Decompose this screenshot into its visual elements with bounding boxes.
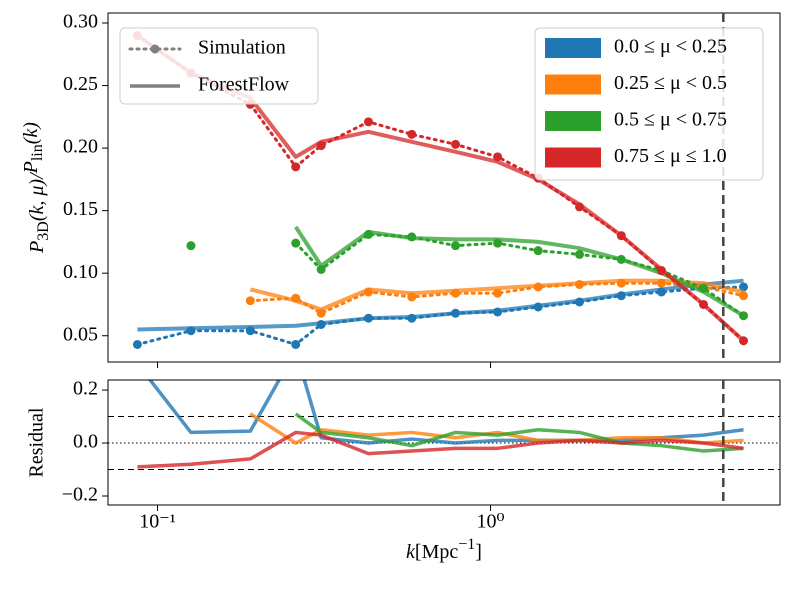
simulation-point [616,291,626,301]
legend-label: Simulation [198,37,286,59]
y-tick-label: −0.2 [62,484,98,506]
simulation-point [698,283,708,293]
main-plot [132,31,749,349]
simulation-point [316,308,326,318]
residual-line [249,412,744,445]
simulation-point [493,152,503,162]
label-part: k [406,541,416,563]
y-axis-label: P3D(k, μ)/Plin(k) [20,122,52,254]
legend-sample [150,44,160,54]
label-part: (k, μ)/ [26,171,48,221]
label-part: P [26,241,48,254]
simulation-point [493,288,503,298]
simulation-point [739,311,749,321]
simulation-point [186,326,196,336]
simulation-point [363,117,373,127]
y-tick-label: 0.30 [63,11,98,33]
y-tick-label: 0.2 [73,378,98,400]
simulation-line [294,232,746,318]
simulation-point [739,336,749,346]
x-axis-label: k[Mpc−1] [406,536,482,563]
legend-label: 0.25 ≤ μ < 0.5 [614,72,727,94]
label-part: P [20,161,42,174]
forestflow-line [137,278,744,332]
residual-line [294,412,744,453]
simulation-point [451,139,461,149]
simulation-point [575,249,585,259]
simulation-point [575,297,585,307]
simulation-point [451,241,461,251]
legend-patch [545,38,601,58]
simulation-point [407,292,417,302]
legend-box [534,27,764,181]
label-part: ] [475,541,482,563]
axes-frame [107,12,781,363]
x-tick-label: 10⁻¹ [139,511,176,533]
simulation-point [656,278,666,288]
simulation-point [616,278,626,288]
legend-label: 0.75 ≤ μ ≤ 1.0 [614,145,727,167]
residual-line [147,380,744,445]
simulation-point [291,238,301,248]
simulation-point [363,287,373,297]
legend-label: ForestFlow [198,74,290,96]
legend-patch [545,111,601,131]
simulation-point [616,231,626,241]
forestflow-line [294,225,745,318]
simulation-point [493,307,503,317]
simulation-point [656,287,666,297]
simulation-point [739,282,749,292]
label-part: (k) [20,122,42,145]
superscript: −1 [458,536,475,553]
y-tick-label: 0.05 [63,323,98,345]
simulation-point [291,339,301,349]
simulation-point [316,319,326,329]
simulation-point [533,246,543,256]
simulation-line [135,285,746,347]
simulation-point [132,339,142,349]
legend-label: 0.0 ≤ μ < 0.25 [614,36,727,58]
axes-frame [107,379,781,506]
simulation-point [186,241,196,251]
legend-patch [545,147,601,168]
simulation-point [291,293,301,303]
simulation-point [533,282,543,292]
subscript: lin [29,144,46,161]
simulation-point [407,232,417,242]
simulation-point [616,254,626,264]
y-tick-label: 0.10 [63,261,98,283]
legend-label: 0.5 ≤ μ < 0.75 [614,109,727,131]
y-tick-label: 0.15 [63,198,98,220]
simulation-point [316,264,326,274]
simulation-point [407,313,417,323]
simulation-point [493,238,503,248]
simulation-point [316,141,326,151]
simulation-point [291,162,301,172]
simulation-point [245,296,255,306]
x-tick-label: 10⁰ [477,511,505,533]
residual-line [137,430,744,469]
residual-plot [108,380,780,471]
label-part: [Mpc [415,541,458,563]
simulation-point [407,129,417,139]
simulation-point [363,313,373,323]
y-axis-label: Residual [26,407,48,477]
y-tick-label: 0.20 [63,136,98,158]
legend-patch [545,74,601,95]
y-tick-label: 0.25 [63,73,98,95]
simulation-point [698,299,708,309]
simulation-point [575,279,585,289]
simulation-point [451,308,461,318]
subscript: 3D [35,221,52,241]
simulation-point [245,326,255,336]
simulation-point [739,291,749,301]
simulation-point [451,288,461,298]
simulation-point [575,202,585,212]
simulation-point [533,302,543,312]
simulation-point [363,229,373,239]
y-tick-label: 0.0 [73,431,98,453]
simulation-point [656,266,666,276]
